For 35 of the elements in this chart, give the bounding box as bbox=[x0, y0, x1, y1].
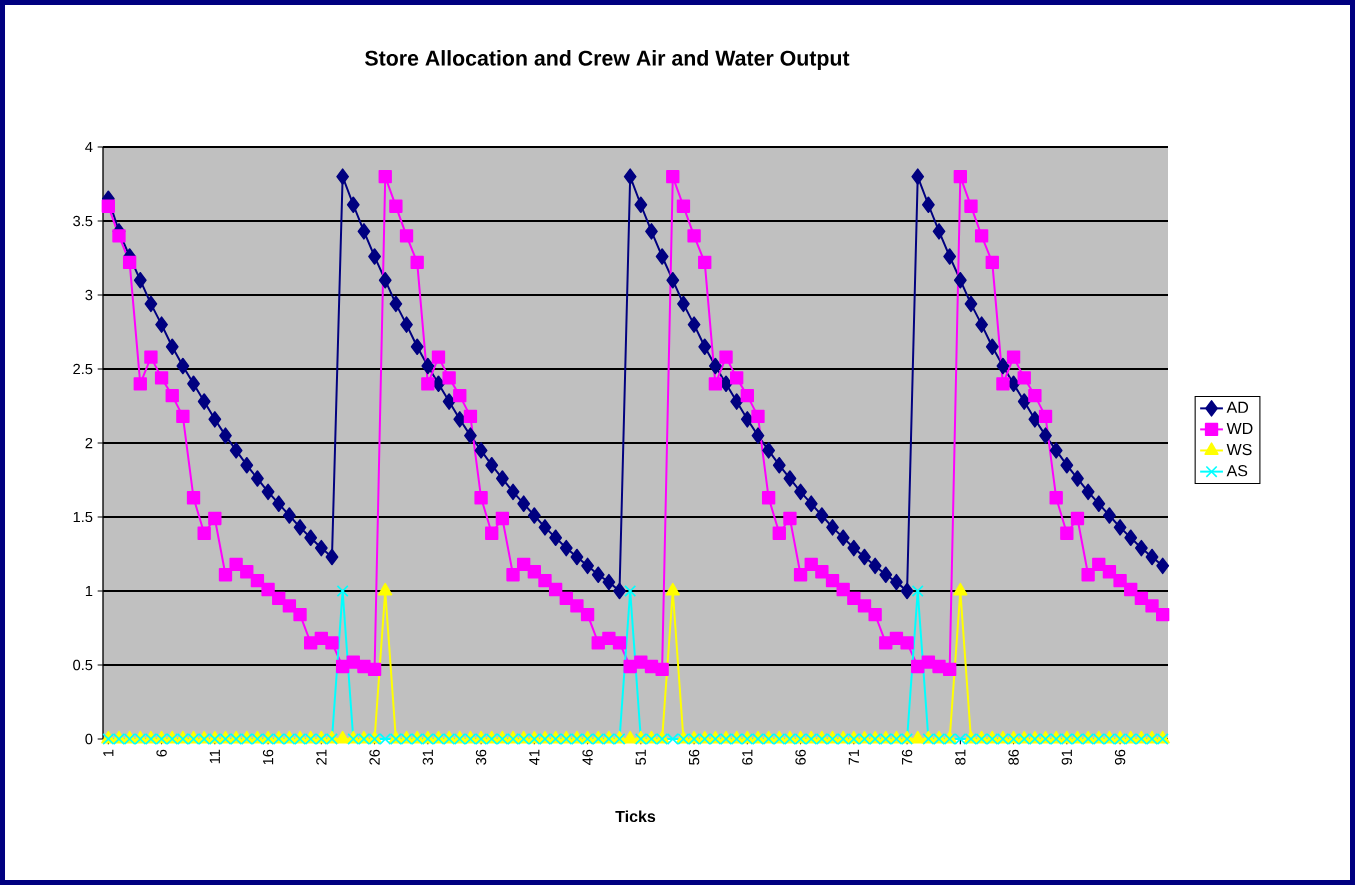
x-axis-title: Ticks bbox=[615, 810, 656, 823]
chart-title: Store Allocation and Crew Air and Water Output bbox=[365, 50, 850, 70]
x-tick-label: 21 bbox=[316, 749, 327, 765]
x-tick-label: 16 bbox=[262, 749, 274, 765]
x-tick-label: 71 bbox=[848, 749, 859, 765]
x-tick-label: 46 bbox=[582, 749, 593, 766]
legend-label: AD bbox=[1226, 401, 1249, 413]
x-tick-label: 76 bbox=[901, 749, 913, 765]
legend-label: AS bbox=[1226, 465, 1248, 477]
x-tick-label: 81 bbox=[955, 749, 966, 765]
x-tick-label: 61 bbox=[742, 749, 753, 765]
y-tick-label: 3.5 bbox=[73, 215, 93, 227]
y-tick-label: 3 bbox=[85, 289, 93, 301]
y-tick-label: 2.5 bbox=[73, 363, 93, 375]
y-tick-label: 1.5 bbox=[73, 511, 93, 523]
x-tick-label: 1 bbox=[103, 749, 114, 757]
y-tick-label: 0.5 bbox=[73, 659, 93, 671]
x-tick-label: 66 bbox=[795, 749, 806, 765]
x-tick-label: 36 bbox=[475, 749, 487, 765]
legend-label: WS bbox=[1226, 443, 1252, 456]
x-tick-label: 6 bbox=[156, 749, 167, 757]
x-tick-label: 51 bbox=[635, 749, 646, 765]
y-tick-label: 4 bbox=[85, 141, 93, 153]
y-tick-label: 0 bbox=[85, 733, 93, 745]
x-tick-label: 11 bbox=[209, 749, 220, 764]
x-tick-label: 91 bbox=[1061, 749, 1073, 765]
x-tick-label: 41 bbox=[529, 749, 540, 766]
x-tick-label: 96 bbox=[1114, 749, 1126, 765]
x-tick-label: 56 bbox=[688, 749, 700, 765]
y-tick-label: 1 bbox=[85, 585, 93, 597]
x-tick-label: 26 bbox=[369, 749, 380, 765]
x-tick-label: 31 bbox=[422, 749, 434, 765]
x-tick-label: 86 bbox=[1008, 749, 1019, 765]
y-tick-label: 2 bbox=[85, 437, 93, 449]
legend-label: WD bbox=[1226, 422, 1253, 434]
